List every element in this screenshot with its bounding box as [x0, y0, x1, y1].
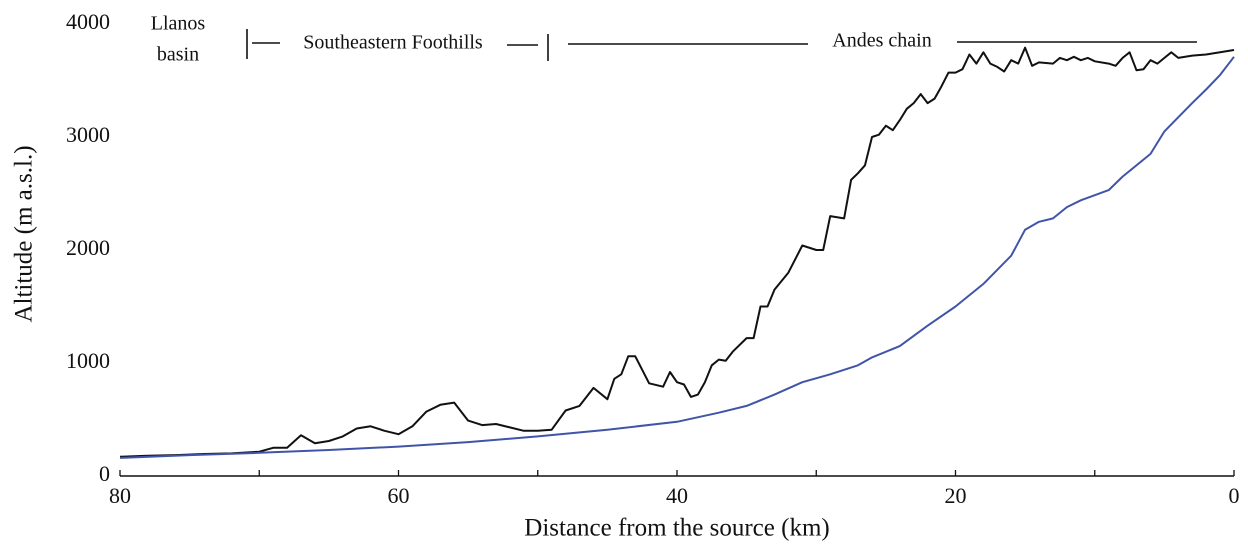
region-brackets	[246, 29, 1197, 61]
annotation: Llanos	[151, 13, 206, 35]
x-tick-label: 40	[666, 483, 688, 508]
x-tick-label: 0	[1229, 483, 1240, 508]
y-tick-label: 1000	[66, 348, 110, 373]
annotation: Andes chain	[832, 30, 931, 52]
data-line	[119, 56, 1235, 459]
y-tick-label: 2000	[66, 235, 110, 260]
y-tick-label: 3000	[66, 122, 110, 147]
annotation: basin	[157, 44, 199, 66]
x-tick-label: 80	[109, 483, 131, 508]
y-axis-title: Altitude (m a.s.l.)	[11, 145, 38, 322]
annotation: Southeastern Foothills	[303, 32, 483, 54]
x-tick-label: 60	[388, 483, 410, 508]
y-tick-label: 0	[99, 461, 110, 486]
y-tick-label: 4000	[66, 9, 110, 34]
x-axis-title: Distance from the source (km)	[524, 515, 829, 542]
data-line	[119, 46, 1235, 458]
x-tick-label: 20	[945, 483, 967, 508]
